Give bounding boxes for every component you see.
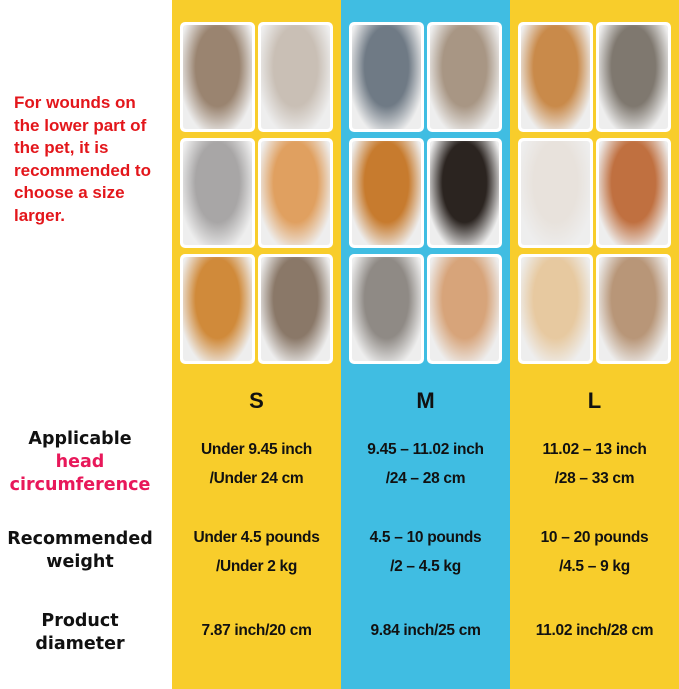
pet-photo <box>180 138 255 248</box>
cell-head-l: 11.02 – 13 inch/28 – 33 cm <box>510 435 679 493</box>
pet-photo <box>427 138 502 248</box>
cell-weight-l: 10 – 20 pounds/4.5 – 9 kg <box>510 523 679 581</box>
cell-line: 11.02 – 13 inch <box>542 441 647 458</box>
pet-photo <box>596 22 671 132</box>
label-line: Product <box>41 611 119 631</box>
pet-photo-image <box>183 25 252 129</box>
cell-line: /4.5 – 9 kg <box>559 558 630 575</box>
pet-photo-image <box>430 257 499 361</box>
pet-photo-image <box>183 257 252 361</box>
pet-photo-image <box>599 25 668 129</box>
cell-head-s: Under 9.45 inch/Under 24 cm <box>172 435 341 493</box>
cell-diameter-m: 9.84 inch/25 cm <box>370 622 481 639</box>
pet-photo-image <box>352 257 421 361</box>
pet-photo-image <box>352 25 421 129</box>
label-line: weight <box>46 552 114 572</box>
pet-photo-image <box>599 257 668 361</box>
cell-diameter-s: 7.87 inch/20 cm <box>201 622 312 639</box>
row-label-diameter: Product diameter <box>0 610 160 656</box>
pet-photo <box>596 254 671 364</box>
label-line: head <box>55 452 105 472</box>
pet-photo <box>258 254 333 364</box>
cell-line: Under 4.5 pounds <box>193 529 320 546</box>
pet-photo <box>518 138 593 248</box>
size-label-m: M <box>416 388 435 413</box>
pet-photo <box>518 22 593 132</box>
size-label-l: L <box>587 388 602 413</box>
pet-photo <box>180 254 255 364</box>
pet-photo-image <box>261 141 330 245</box>
pet-photo <box>427 22 502 132</box>
pet-photo-image <box>521 257 590 361</box>
pet-photo-image <box>430 25 499 129</box>
pet-photo-image <box>261 257 330 361</box>
label-line: circumference <box>9 475 151 495</box>
label-line: diameter <box>35 634 125 654</box>
pet-photo <box>258 22 333 132</box>
cell-line: /Under 2 kg <box>215 558 298 575</box>
pet-photo-image <box>599 141 668 245</box>
pet-photo <box>258 138 333 248</box>
pet-photo <box>180 22 255 132</box>
cell-line: /Under 24 cm <box>209 470 304 487</box>
pet-photo <box>349 138 424 248</box>
cell-head-m: 9.45 – 11.02 inch/24 – 28 cm <box>341 435 510 493</box>
pet-photo <box>349 254 424 364</box>
pet-photo-image <box>521 141 590 245</box>
pet-photo <box>349 22 424 132</box>
pet-photo <box>596 138 671 248</box>
cell-line: /28 – 33 cm <box>554 470 635 487</box>
pet-photo-image <box>430 141 499 245</box>
label-line: Applicable <box>28 429 132 449</box>
cell-weight-s: Under 4.5 pounds/Under 2 kg <box>172 523 341 581</box>
pet-photo-image <box>183 141 252 245</box>
cell-line: 10 – 20 pounds <box>540 529 649 546</box>
pet-photo-image <box>352 141 421 245</box>
size-label-s: S <box>249 388 264 413</box>
row-label-weight: Recommended weight <box>0 528 160 574</box>
cell-line: 4.5 – 10 pounds <box>369 529 482 546</box>
row-label-head-circumference: Applicable head circumference <box>0 428 160 497</box>
pet-photo <box>518 254 593 364</box>
cell-line: /2 – 4.5 kg <box>390 558 461 575</box>
label-line: Recommended <box>7 529 153 549</box>
pet-photo-image <box>521 25 590 129</box>
pet-photo <box>427 254 502 364</box>
cell-diameter-l: 11.02 inch/28 cm <box>535 622 654 639</box>
size-note: For wounds on the lower part of the pet,… <box>14 93 151 225</box>
pet-photo-image <box>261 25 330 129</box>
cell-line: 9.45 – 11.02 inch <box>367 441 484 458</box>
cell-line: /24 – 28 cm <box>385 470 466 487</box>
cell-weight-m: 4.5 – 10 pounds/2 – 4.5 kg <box>341 523 510 581</box>
cell-line: Under 9.45 inch <box>201 441 312 458</box>
